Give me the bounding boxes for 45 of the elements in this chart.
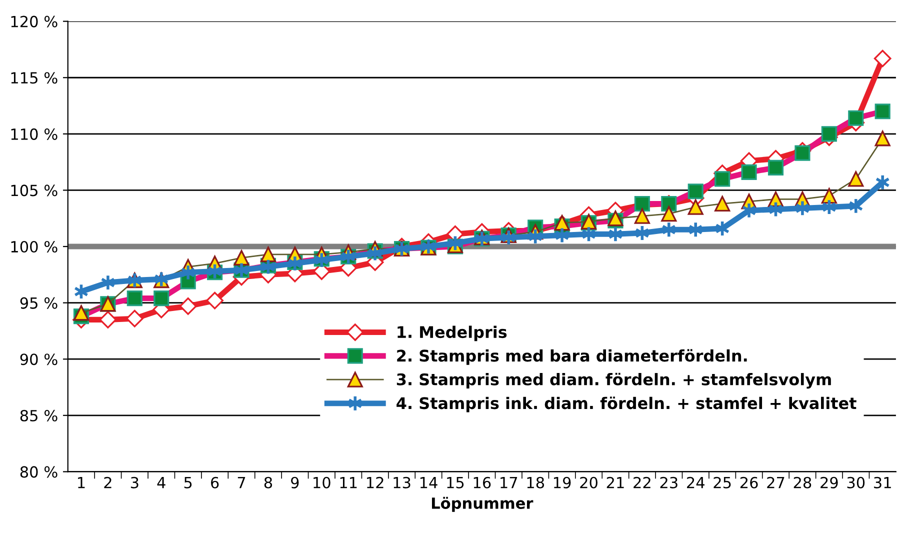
x-tick-label: 27 bbox=[767, 476, 784, 488]
y-tick-label: 80 % bbox=[20, 466, 58, 478]
legend-label: 3. Stampris med diam. fördeln. + stamfelsvolym bbox=[396, 372, 831, 389]
x-tick-label: 31 bbox=[874, 476, 891, 488]
x-tick-label: 3 bbox=[130, 476, 138, 488]
x-tick-label: 1 bbox=[78, 477, 85, 488]
legend-label: 1. Medelpris bbox=[398, 326, 507, 342]
x-tick-label: 24 bbox=[687, 476, 704, 488]
x-tick-label: 4 bbox=[157, 477, 166, 488]
x-tick-label: 5 bbox=[184, 477, 192, 488]
x-tick-label: 22 bbox=[634, 476, 650, 488]
x-tick-label: 2 bbox=[104, 476, 112, 488]
x-axis-title: Löpnummer bbox=[432, 496, 534, 512]
legend-label: 2. Stampris med bara diameterfördeln. bbox=[397, 349, 747, 365]
y-tick-label: 95 % bbox=[20, 297, 58, 309]
x-tick-label: 16 bbox=[474, 476, 491, 488]
y-tick-label: 115 % bbox=[11, 72, 58, 84]
x-tick-label: 10 bbox=[314, 476, 330, 488]
y-tick-label: 105 % bbox=[11, 184, 58, 196]
x-tick-label: 15 bbox=[447, 477, 464, 488]
x-tick-label: 8 bbox=[264, 476, 272, 488]
y-tick-label: 120 % bbox=[11, 16, 58, 28]
x-tick-label: 13 bbox=[394, 476, 410, 488]
x-tick-label: 30 bbox=[847, 476, 865, 488]
legend-label: 4. Stampris ink. diam. fördeln. + stamfel + kvalitet bbox=[396, 396, 856, 412]
x-tick-label: 25 bbox=[714, 476, 731, 488]
x-tick-label: 17 bbox=[500, 477, 518, 488]
x-tick-label: 29 bbox=[820, 476, 838, 488]
x-tick-label: 18 bbox=[527, 476, 544, 488]
x-tick-label: 12 bbox=[367, 476, 384, 488]
y-tick-label: 85 % bbox=[20, 410, 58, 422]
x-tick-label: 26 bbox=[740, 476, 758, 488]
x-tick-label: 7 bbox=[238, 477, 246, 488]
x-tick-label: 14 bbox=[420, 477, 438, 488]
x-tick-label: 21 bbox=[606, 476, 624, 488]
y-tick-label: 90 % bbox=[20, 354, 58, 366]
x-tick-label: 11 bbox=[340, 477, 357, 488]
x-tick-label: 28 bbox=[794, 476, 812, 488]
x-tick-label: 6 bbox=[211, 476, 219, 488]
x-tick-label: 23 bbox=[660, 476, 678, 488]
y-tick-label: 100 % bbox=[11, 240, 58, 253]
x-tick-label: 19 bbox=[554, 476, 571, 488]
x-tick-label: 20 bbox=[580, 476, 598, 488]
x-tick-label: 9 bbox=[291, 476, 299, 488]
y-tick-label: 110 % bbox=[11, 128, 58, 140]
